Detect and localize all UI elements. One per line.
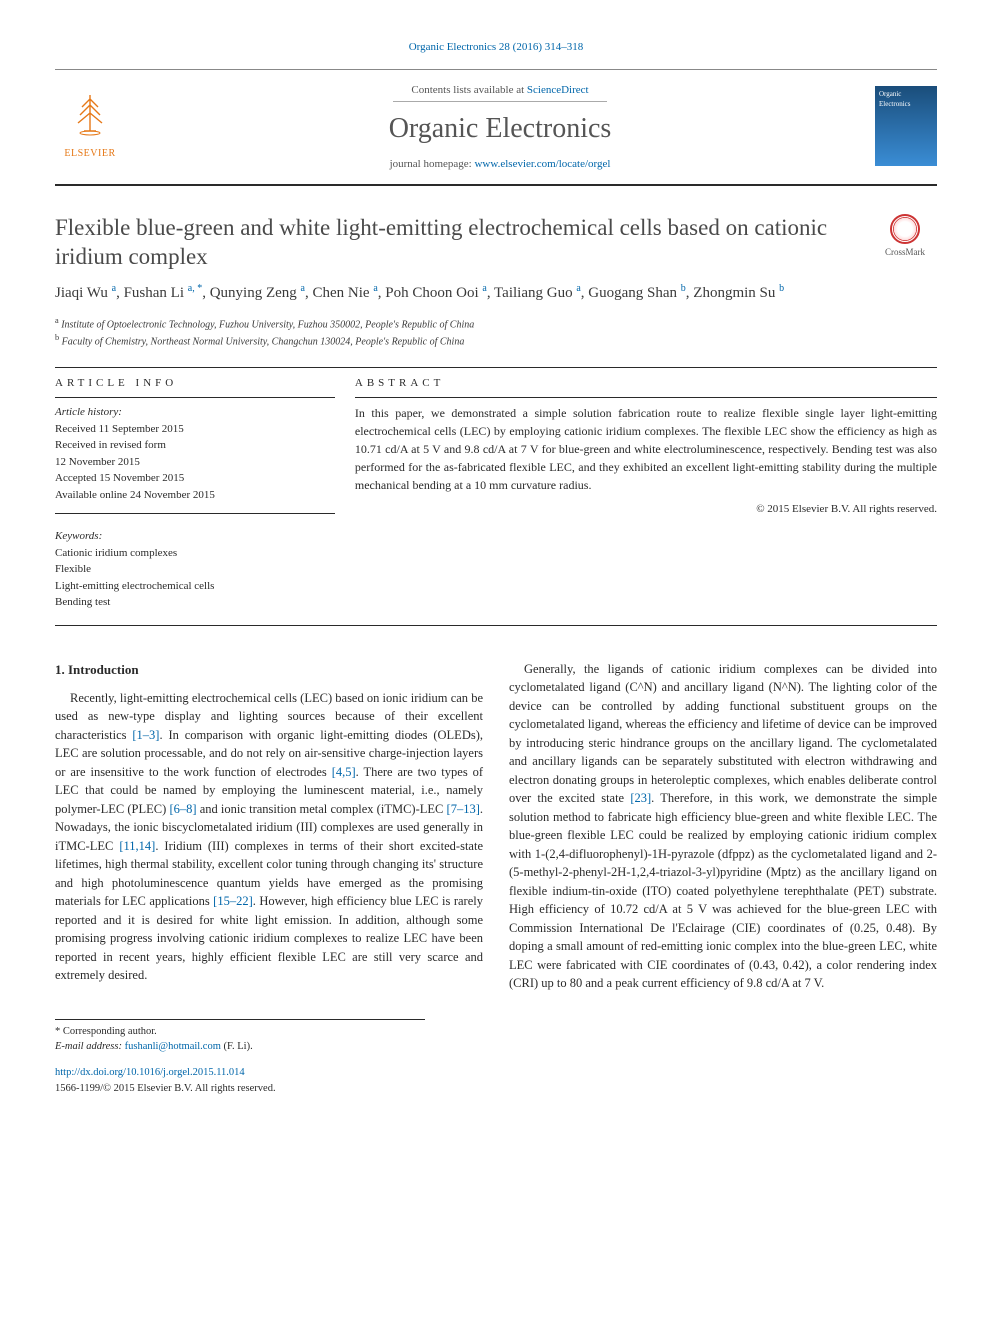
- citation-link[interactable]: [7–13]: [447, 802, 480, 816]
- intro-paragraph-1: Recently, light-emitting electrochemical…: [55, 689, 483, 985]
- journal-header-bar: ELSEVIER Contents lists available at Sci…: [55, 69, 937, 186]
- issn-copyright-line: 1566-1199/© 2015 Elsevier B.V. All right…: [55, 1081, 937, 1097]
- history-line: Received 11 September 2015: [55, 421, 335, 438]
- citation-link[interactable]: [1–3]: [132, 728, 159, 742]
- page-footer: * Corresponding author. E-mail address: …: [55, 1019, 937, 1097]
- body-column-left: 1. Introduction Recently, light-emitting…: [55, 660, 483, 993]
- keyword-item: Cationic iridium complexes: [55, 545, 335, 562]
- article-history: Article history: Received 11 September 2…: [55, 398, 335, 611]
- corresponding-author-label: * Corresponding author.: [55, 1024, 425, 1040]
- citation-link[interactable]: [23]: [630, 791, 651, 805]
- body-column-right: Generally, the ligands of cationic iridi…: [509, 660, 937, 993]
- abstract-copyright: © 2015 Elsevier B.V. All rights reserved…: [355, 502, 937, 517]
- abstract-heading: ABSTRACT: [355, 368, 937, 397]
- keyword-item: Bending test: [55, 594, 335, 611]
- history-label: Article history:: [55, 404, 335, 421]
- history-line: 12 November 2015: [55, 454, 335, 471]
- keyword-item: Light-emitting electrochemical cells: [55, 578, 335, 595]
- journal-reference: Organic Electronics 28 (2016) 314–318: [55, 40, 937, 55]
- history-line: Available online 24 November 2015: [55, 487, 335, 504]
- homepage-prefix: journal homepage:: [390, 158, 475, 170]
- citation-link[interactable]: [11,14]: [119, 839, 155, 853]
- citation-link[interactable]: [4,5]: [332, 765, 356, 779]
- journal-homepage-line: journal homepage: www.elsevier.com/locat…: [125, 157, 875, 172]
- journal-cover-thumbnail: Organic Electronics: [875, 86, 937, 166]
- crossmark-label: CrossMark: [885, 247, 925, 257]
- elsevier-tree-icon: [70, 91, 110, 144]
- intro-paragraph-2: Generally, the ligands of cationic iridi…: [509, 660, 937, 993]
- elsevier-logo: ELSEVIER: [55, 87, 125, 165]
- abstract-text: In this paper, we demonstrated a simple …: [355, 398, 937, 494]
- citation-link[interactable]: [15–22]: [213, 894, 253, 908]
- contents-lists-line: Contents lists available at ScienceDirec…: [125, 80, 875, 102]
- journal-homepage-link[interactable]: www.elsevier.com/locate/orgel: [474, 158, 610, 170]
- email-author-suffix: (F. Li).: [224, 1041, 253, 1052]
- intro-heading: 1. Introduction: [55, 660, 483, 679]
- author-list: Jiaqi Wu a, Fushan Li a, *, Qunying Zeng…: [55, 282, 853, 305]
- keywords-label: Keywords:: [55, 528, 335, 545]
- doi-link[interactable]: http://dx.doi.org/10.1016/j.orgel.2015.1…: [55, 1067, 245, 1078]
- affiliation-line: b Faculty of Chemistry, Northeast Normal…: [55, 332, 853, 349]
- keyword-item: Flexible: [55, 561, 335, 578]
- affiliations: a Institute of Optoelectronic Technology…: [55, 315, 853, 350]
- crossmark-badge[interactable]: CrossMark: [873, 214, 937, 258]
- article-info-heading: ARTICLE INFO: [55, 368, 335, 397]
- journal-name: Organic Electronics: [125, 110, 875, 148]
- email-label: E-mail address:: [55, 1041, 122, 1052]
- crossmark-icon: [890, 214, 920, 244]
- article-title: Flexible blue-green and white light-emit…: [55, 214, 853, 272]
- history-line: Received in revised form: [55, 437, 335, 454]
- affiliation-line: a Institute of Optoelectronic Technology…: [55, 315, 853, 332]
- elsevier-name: ELSEVIER: [64, 147, 115, 161]
- contents-prefix: Contents lists available at: [411, 84, 526, 96]
- history-line: Accepted 15 November 2015: [55, 470, 335, 487]
- sciencedirect-link[interactable]: ScienceDirect: [527, 84, 589, 96]
- corresponding-email-link[interactable]: fushanli@hotmail.com: [125, 1041, 221, 1052]
- citation-link[interactable]: [6–8]: [169, 802, 196, 816]
